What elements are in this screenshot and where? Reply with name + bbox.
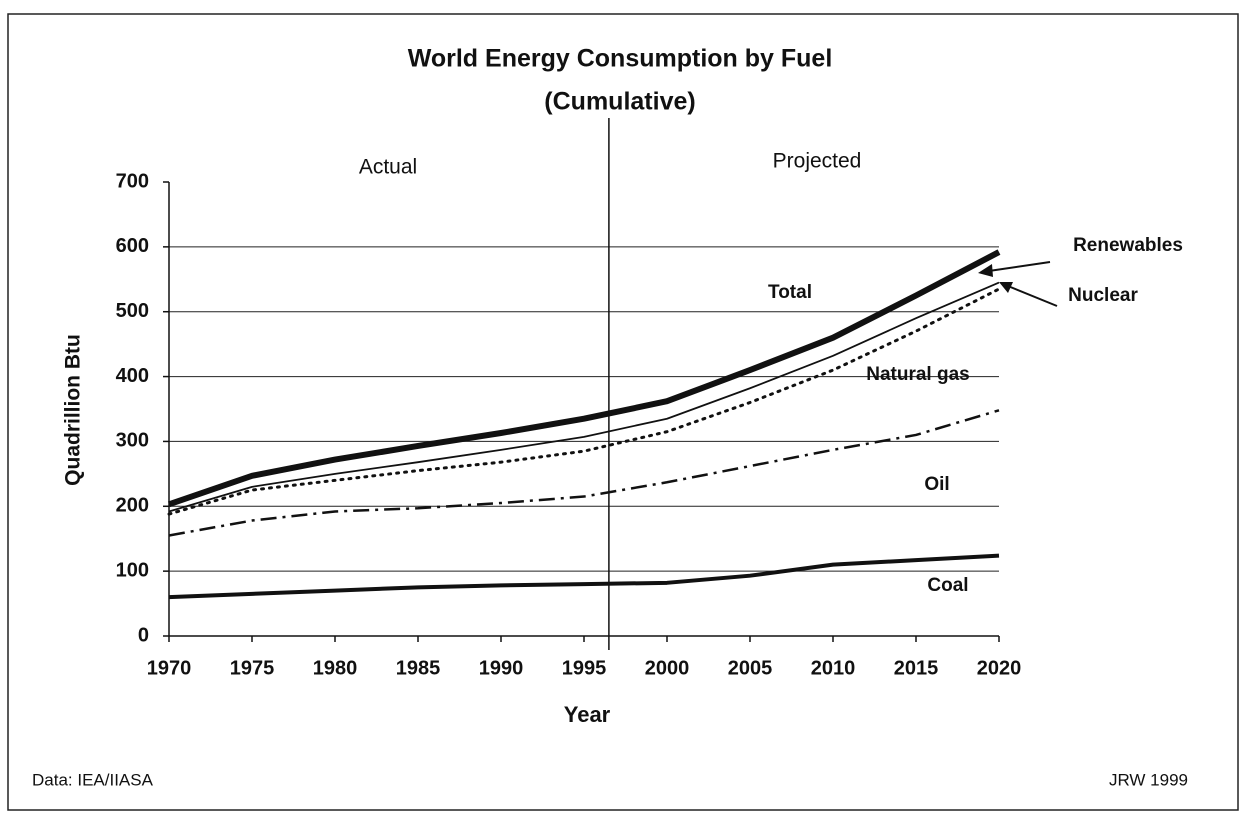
series-label: Coal: [927, 575, 968, 596]
series-line: [167, 287, 1001, 516]
x-tick-label: 1980: [313, 657, 358, 679]
x-tick-label: 2000: [645, 657, 690, 679]
arrow: [1002, 283, 1058, 307]
chart-title: World Energy Consumption by Fuel: [408, 45, 833, 73]
period-label: Actual: [359, 156, 417, 179]
y-tick-label: 700: [116, 170, 149, 192]
y-tick-label: 400: [116, 365, 149, 387]
y-tick-label: 600: [116, 235, 149, 257]
frame: [7, 13, 1239, 811]
x-tick-label: 2015: [894, 657, 939, 679]
series-line: [168, 249, 1001, 508]
x-tick-label: 1990: [479, 657, 524, 679]
series-line: [168, 553, 1000, 600]
x-axis-label: Year: [564, 702, 611, 727]
x-tick-label: 1975: [230, 657, 275, 679]
source: Data: IEA/IIASA: [32, 770, 154, 789]
y-tick-label: 300: [116, 430, 149, 452]
chart-subtitle: (Cumulative): [544, 88, 695, 116]
arrow: [981, 261, 1051, 273]
x-tick-label: 1995: [562, 657, 607, 679]
x-tick-label: 1985: [396, 657, 441, 679]
x-tick-label: 1970: [147, 657, 192, 679]
y-axis-label: Quadrillion Btu: [62, 334, 85, 486]
arrowhead: [978, 264, 993, 277]
y-tick-label: 200: [116, 495, 149, 517]
series-line: [168, 409, 1000, 537]
series-label: Natural gas: [866, 364, 969, 385]
series-label: Oil: [924, 474, 949, 495]
x-tick-label: 2005: [728, 657, 773, 679]
y-tick-label: 500: [116, 300, 149, 322]
series-label: Nuclear: [1068, 285, 1138, 306]
y-tick-label: 100: [116, 559, 149, 581]
credit: JRW 1999: [1109, 770, 1188, 789]
series-line: [168, 281, 1000, 513]
series-label: Total: [768, 282, 812, 303]
period-label: Projected: [773, 150, 862, 173]
x-tick-label: 2010: [811, 657, 856, 679]
arrowhead: [999, 282, 1013, 293]
y-tick-label: 0: [138, 624, 149, 646]
annotation: Renewables: [1073, 235, 1183, 256]
x-tick-label: 2020: [977, 657, 1022, 679]
